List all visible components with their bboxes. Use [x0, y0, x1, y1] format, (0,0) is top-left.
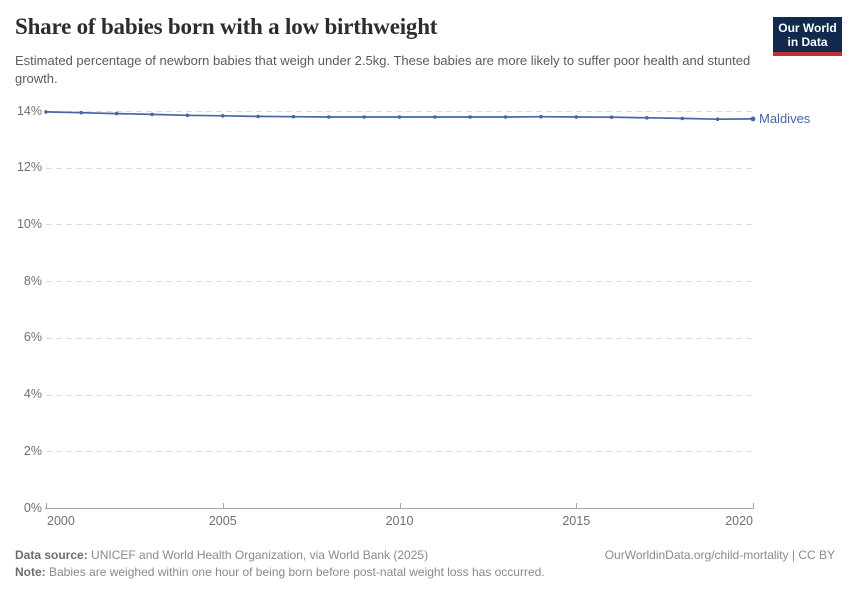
- data-point-2006[interactable]: [256, 114, 260, 119]
- data-point-2005[interactable]: [221, 114, 225, 118]
- y-axis-label-0: 0%: [23, 500, 42, 515]
- data-point-2000[interactable]: [44, 110, 48, 114]
- data-point-2002[interactable]: [114, 111, 119, 116]
- x-axis-tick-2000: [46, 503, 47, 508]
- gridline-8pct: [46, 281, 753, 283]
- x-axis-label-2020: 2020: [725, 514, 753, 528]
- footer-source-row: Data source: UNICEF and World Health Org…: [15, 547, 835, 564]
- data-point-2009[interactable]: [362, 115, 367, 119]
- chart-footer: Data source: UNICEF and World Health Org…: [15, 547, 835, 582]
- y-axis-label-6: 6%: [23, 330, 42, 345]
- gridline-10pct: [46, 224, 753, 226]
- x-axis-label-2010: 2010: [385, 514, 414, 528]
- plot-area: Maldives 0% 2% 4% 6% 8% 10% 12% 14% 2000 2005 2010…: [16, 103, 811, 529]
- data-point-2007[interactable]: [291, 114, 296, 119]
- owid-logo-text-line1: Our World: [778, 21, 837, 35]
- series-label-maldives[interactable]: Maldives: [759, 110, 811, 126]
- gridline-14pct: [46, 111, 753, 112]
- y-axis-label-14: 14%: [16, 103, 42, 118]
- data-point-2018[interactable]: [680, 116, 685, 121]
- y-axis-label-8: 8%: [23, 273, 42, 288]
- footer-note-row: Note: Babies are weighed within one hour…: [15, 564, 835, 581]
- data-point-2010[interactable]: [397, 115, 402, 119]
- data-point-2004[interactable]: [185, 113, 190, 118]
- owid-logo-text-line2: in Data: [787, 35, 828, 50]
- x-axis-line: [45, 508, 754, 509]
- owid-cc-by-link[interactable]: OurWorldinData.org/child-mortality | CC …: [604, 548, 835, 562]
- data-point-2003[interactable]: [150, 112, 154, 117]
- data-point-2011[interactable]: [433, 115, 437, 119]
- data-point-2014[interactable]: [539, 114, 543, 119]
- y-axis-label-2: 2%: [23, 443, 42, 458]
- owid-logo[interactable]: Our World in Data: [773, 17, 842, 57]
- chart-subtitle: Estimated percentage of newborn babies t…: [15, 53, 751, 87]
- gridline-12pct: [46, 167, 753, 169]
- data-point-2012[interactable]: [468, 115, 473, 119]
- data-point-2013[interactable]: [503, 115, 508, 119]
- x-axis-label-2000: 2000: [47, 514, 75, 528]
- x-axis-label-2015: 2015: [562, 514, 591, 528]
- x-axis-tick-2020: [753, 503, 754, 508]
- page-title: Share of babies born with a low birthwei…: [15, 14, 438, 39]
- gridline-2pct: [46, 451, 753, 453]
- line-chart-svg: [44, 110, 756, 122]
- note-value: Babies are weighed within one hour of be…: [45, 565, 545, 580]
- x-axis-label-2005: 2005: [208, 514, 237, 528]
- data-source-text: Data source: UNICEF and World Health Org…: [15, 547, 428, 564]
- data-source-value: UNICEF and World Health Organization, vi…: [87, 548, 429, 562]
- data-source-label: Data source:: [15, 548, 88, 562]
- x-axis-tick-2015: [576, 503, 578, 508]
- note-label: Note:: [15, 565, 46, 580]
- y-axis-label-12: 12%: [16, 160, 42, 175]
- x-axis-tick-2010: [399, 503, 401, 508]
- data-point-2015[interactable]: [574, 115, 579, 119]
- data-point-2017[interactable]: [645, 116, 649, 120]
- data-point-2019[interactable]: [715, 117, 720, 121]
- x-axis-tick-2005: [222, 503, 224, 508]
- data-point-2016[interactable]: [609, 115, 614, 119]
- data-point-2020[interactable]: [750, 116, 756, 122]
- y-axis-label-4: 4%: [23, 387, 42, 402]
- data-point-2008[interactable]: [327, 115, 331, 119]
- gridline-4pct: [46, 394, 753, 396]
- data-point-2001[interactable]: [79, 110, 84, 115]
- gridline-6pct: [46, 337, 753, 339]
- y-axis-label-10: 10%: [16, 216, 42, 231]
